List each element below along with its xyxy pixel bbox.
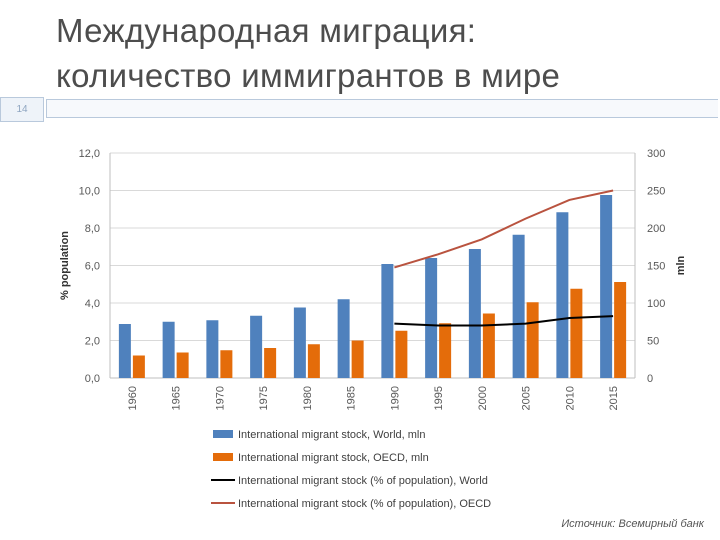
- slide-number: 14: [0, 97, 44, 122]
- x-tick-label: 2005: [521, 386, 533, 410]
- y-tick-label: 8,0: [85, 223, 100, 235]
- bar-world: [293, 307, 306, 378]
- bar-world: [468, 249, 481, 378]
- page-title: Международная миграция: количество иммиг…: [56, 8, 560, 98]
- y-tick-label: 0,0: [85, 373, 100, 385]
- bar-oecd: [220, 350, 233, 378]
- legend-swatch: [213, 430, 233, 438]
- x-tick-label: 2015: [608, 386, 620, 410]
- bar-world: [381, 264, 394, 378]
- title-underline: [46, 99, 718, 118]
- bar-world: [556, 212, 569, 378]
- bar-oecd: [570, 288, 583, 378]
- x-tick-label: 2000: [477, 386, 489, 410]
- y-right-tick-label: 0: [647, 373, 653, 385]
- bar-oecd: [614, 282, 627, 378]
- bar-world: [425, 258, 438, 378]
- legend-swatch: [213, 453, 233, 461]
- bar-oecd: [526, 302, 539, 378]
- bar-oecd: [176, 352, 189, 378]
- x-tick-label: 1960: [127, 386, 139, 410]
- y-tick-label: 12,0: [79, 148, 100, 160]
- bar-oecd: [482, 313, 495, 378]
- y-right-tick-label: 150: [647, 261, 665, 273]
- legend-label: International migrant stock, World, mln: [238, 429, 425, 441]
- legend-label: International migrant stock (% of popula…: [238, 475, 488, 487]
- x-tick-label: 1980: [302, 386, 314, 410]
- x-tick-label: 1970: [214, 386, 226, 410]
- title-line-2: количество иммигрантов в мире: [56, 57, 561, 94]
- y-tick-label: 2,0: [85, 336, 100, 348]
- y-right-tick-label: 250: [647, 186, 665, 198]
- y-right-tick-label: 300: [647, 148, 665, 160]
- legend-label: International migrant stock, OECD, mln: [238, 452, 429, 464]
- y-axis-title: % population: [59, 231, 71, 300]
- bar-oecd: [307, 344, 320, 378]
- bar-world: [162, 321, 175, 378]
- bar-world: [250, 315, 263, 378]
- x-tick-label: 1990: [389, 386, 401, 410]
- bar-oecd: [351, 340, 364, 378]
- bar-oecd: [132, 355, 145, 378]
- bar-world: [337, 299, 350, 378]
- bar-oecd: [395, 330, 408, 378]
- y-tick-label: 10,0: [79, 186, 100, 198]
- bar-world: [512, 234, 525, 378]
- x-tick-label: 1965: [171, 386, 183, 410]
- legend-label: International migrant stock (% of popula…: [238, 498, 491, 510]
- x-tick-label: 1975: [258, 386, 270, 410]
- y-tick-label: 4,0: [85, 298, 100, 310]
- y-right-axis-title: mln: [675, 255, 687, 275]
- slide-number-text: 14: [16, 104, 28, 115]
- line-world-pct: [394, 315, 614, 327]
- bar-oecd: [439, 323, 452, 378]
- bar-world: [206, 320, 219, 378]
- bar-oecd: [264, 348, 277, 378]
- source-note: Источник: Всемирный банк: [561, 518, 704, 530]
- y-right-tick-label: 50: [647, 336, 659, 348]
- y-right-tick-label: 200: [647, 223, 665, 235]
- x-tick-label: 2010: [564, 386, 576, 410]
- title-line-1: Международная миграция:: [56, 12, 477, 49]
- x-tick-label: 1985: [346, 386, 358, 410]
- y-right-tick-label: 100: [647, 298, 665, 310]
- x-tick-label: 1995: [433, 386, 445, 410]
- y-tick-label: 6,0: [85, 261, 100, 273]
- line-oecd-pct: [394, 189, 614, 269]
- bar-world: [600, 195, 613, 378]
- bar-world: [118, 324, 131, 378]
